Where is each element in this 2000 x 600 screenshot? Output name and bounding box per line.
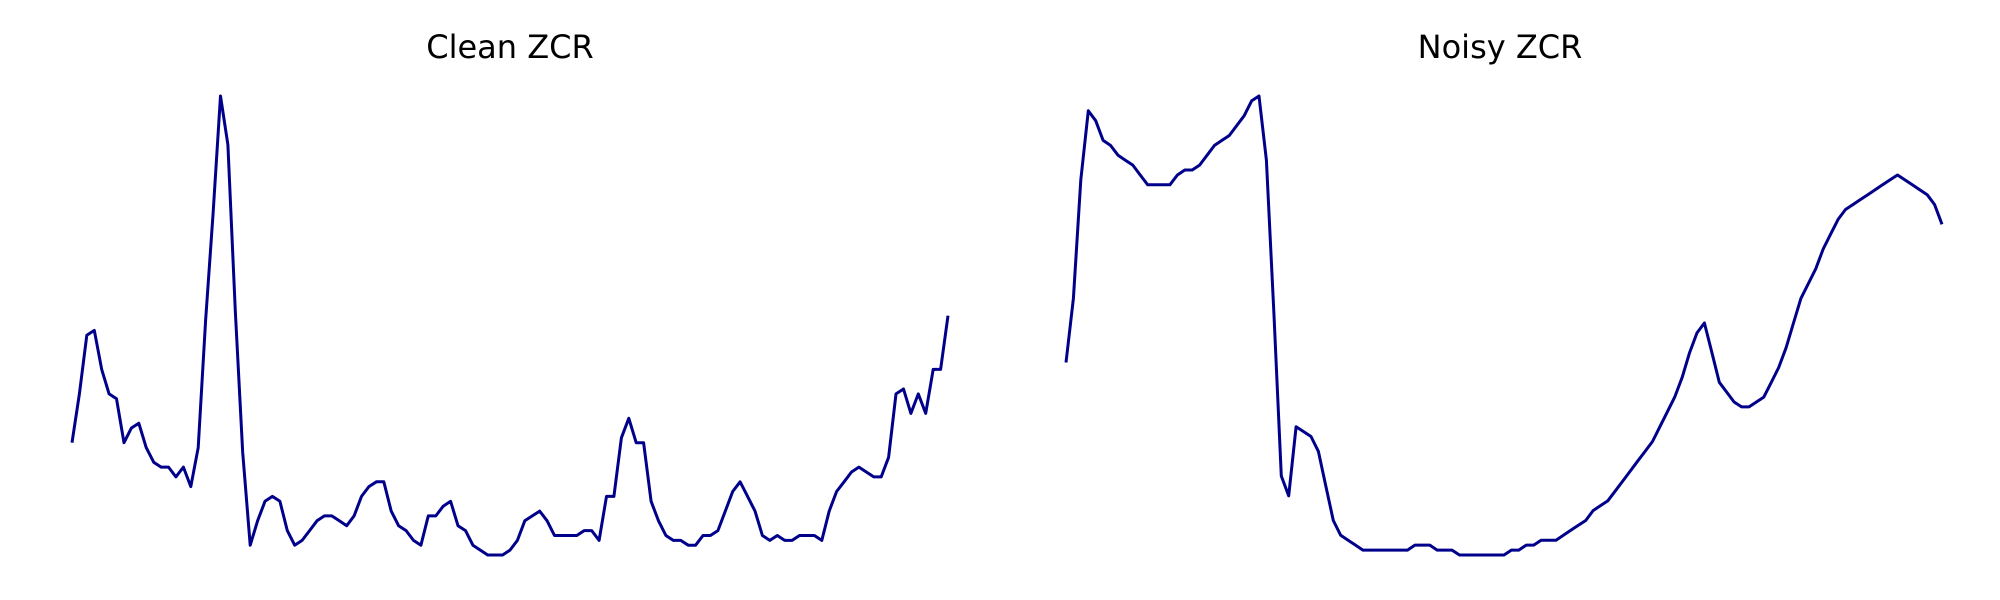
noisy-zcr-line [1064, 94, 1944, 557]
clean-zcr-title: Clean ZCR [426, 28, 593, 66]
noisy-zcr-title: Noisy ZCR [1418, 28, 1583, 66]
noisy-zcr-panel: Noisy ZCR [1064, 28, 1944, 557]
clean-zcr-panel: Clean ZCR [70, 28, 950, 557]
clean-zcr-line [70, 94, 950, 557]
